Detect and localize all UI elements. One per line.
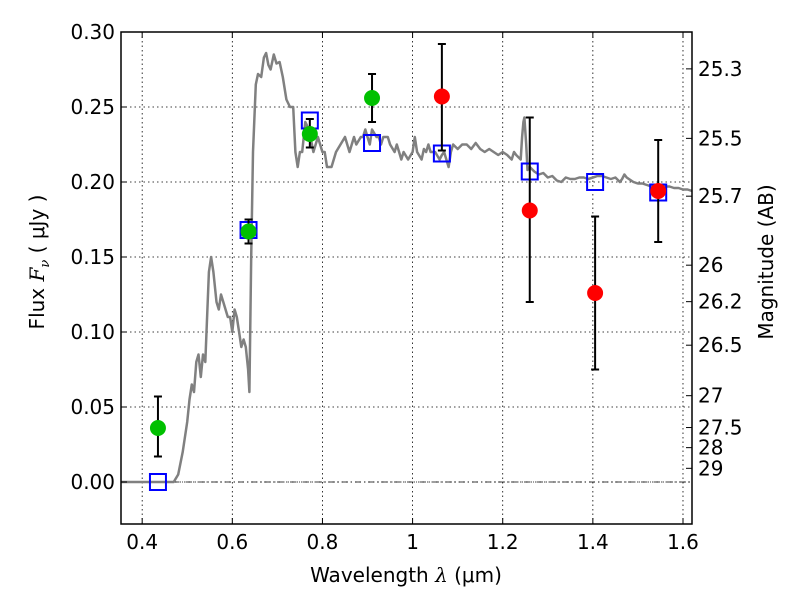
y2-axis-label: Magnitude (AB) bbox=[754, 184, 778, 339]
green-data-point bbox=[240, 223, 257, 240]
y2-tick-label: 28 bbox=[698, 436, 723, 460]
y-tick-label: 0.15 bbox=[70, 245, 115, 269]
y2-tick-label: 27.5 bbox=[698, 416, 743, 440]
y2-tick-label: 25.3 bbox=[698, 57, 743, 81]
y2-tick-label: 29 bbox=[698, 456, 723, 480]
model-photometry-square bbox=[586, 173, 605, 191]
y-tick-label: 0.20 bbox=[70, 170, 115, 194]
x-tick-label: 1.2 bbox=[487, 530, 519, 554]
red-data-point bbox=[521, 202, 538, 219]
y-axis-label: Flux Fν ( μJy ) bbox=[25, 195, 53, 330]
x-tick-label: 1.6 bbox=[667, 530, 699, 554]
x-axis-label: Wavelength λ (μm) bbox=[310, 563, 502, 587]
x-axis-label-unit: (μm) bbox=[454, 563, 502, 587]
x-axis: 0.4 0.6 0.8 1 1.2 1.4 1.6 bbox=[126, 32, 699, 554]
model-photometry-square bbox=[363, 134, 382, 152]
y2-tick-label: 26.2 bbox=[698, 290, 743, 314]
y-axis-label-subscript: ν bbox=[38, 260, 53, 268]
x-tick-label: 1.4 bbox=[577, 530, 609, 554]
axes-frame bbox=[120, 31, 693, 525]
model-photometry-square bbox=[148, 473, 167, 491]
spectrum-line bbox=[121, 51, 692, 484]
y-axis-label-symbol: F bbox=[25, 267, 49, 283]
series-group bbox=[121, 43, 692, 491]
plot-area bbox=[121, 43, 692, 491]
green-data-point bbox=[149, 420, 166, 436]
red-data-point bbox=[433, 88, 450, 105]
x-tick-label: 0.4 bbox=[126, 530, 158, 554]
y-tick-label: 0.00 bbox=[70, 470, 115, 494]
y2-tick-label: 27 bbox=[698, 384, 723, 408]
green-data-point bbox=[301, 126, 318, 142]
red-data-point bbox=[650, 183, 667, 199]
x-tick-label: 0.8 bbox=[307, 530, 339, 554]
y-axis: 0.00 0.05 0.10 0.15 0.20 0.25 0.30 bbox=[70, 20, 127, 494]
x-tick-label: 1 bbox=[406, 530, 419, 554]
y-axis-label-unit: ( μJy ) bbox=[25, 195, 49, 254]
red-data-point bbox=[587, 285, 604, 301]
y2-tick-label: 26.5 bbox=[698, 333, 743, 357]
y-tick-label: 0.25 bbox=[70, 95, 115, 119]
x-tick-label: 0.6 bbox=[216, 530, 248, 554]
y-tick-label: 0.30 bbox=[70, 20, 115, 44]
y-tick-label: 0.05 bbox=[70, 395, 115, 419]
y-tick-label: 0.10 bbox=[70, 320, 115, 344]
y2-tick-label: 25.7 bbox=[698, 184, 743, 208]
y2-tick-label: 26 bbox=[698, 253, 723, 277]
green-data-point bbox=[364, 90, 381, 106]
x-axis-label-symbol: λ bbox=[434, 563, 448, 587]
y2-tick-label: 25.5 bbox=[698, 126, 743, 150]
grid bbox=[121, 31, 692, 524]
